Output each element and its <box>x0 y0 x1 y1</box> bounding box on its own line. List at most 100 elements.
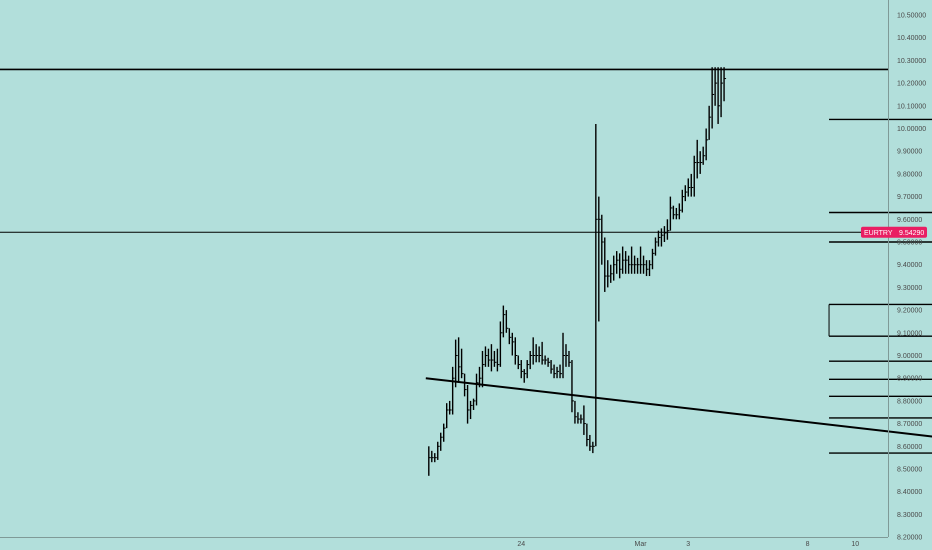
price-bar <box>648 260 652 277</box>
price-bar <box>574 400 577 424</box>
price-bar <box>675 207 679 220</box>
y-axis-tick-label: 9.60000 <box>897 217 922 224</box>
drawing-lines[interactable] <box>0 68 932 452</box>
price-bar <box>514 337 518 365</box>
y-axis-tick-label: 10.10000 <box>897 103 926 110</box>
price-bar <box>440 432 443 451</box>
price-bar <box>615 251 619 274</box>
y-axis-tick-label: 10.00000 <box>897 126 926 133</box>
price-bar <box>684 185 688 202</box>
price-bar <box>505 310 509 333</box>
price-bar <box>720 67 724 118</box>
x-axis[interactable]: 24Mar38101517222429Apr571214 <box>517 541 932 548</box>
y-axis-tick-label: 9.40000 <box>897 262 922 269</box>
price-badge-background <box>861 226 927 238</box>
price-bar <box>604 237 607 292</box>
y-axis-tick-label: 8.50000 <box>897 467 922 474</box>
price-bar <box>499 321 503 367</box>
price-bar <box>556 366 560 379</box>
price-bar <box>577 412 580 424</box>
price-bar <box>469 400 473 420</box>
price-bar <box>610 264 613 283</box>
price-bar <box>451 366 455 415</box>
price-bar <box>544 355 548 365</box>
fibonacci-levels[interactable]: 224.00%161.80%141.40%100.00%78.60%61.80%… <box>828 111 932 454</box>
price-bar <box>654 237 658 256</box>
price-bar <box>457 337 461 383</box>
y-axis-tick-label: 9.00000 <box>897 353 922 360</box>
price-bar <box>663 226 667 242</box>
y-axis-tick-label: 9.30000 <box>897 285 922 292</box>
price-bar <box>696 139 700 179</box>
price-bar <box>699 151 703 174</box>
price-bar <box>463 373 467 397</box>
price-bar <box>657 230 661 247</box>
y-axis-tick-label: 10.20000 <box>897 81 926 88</box>
y-axis-tick-label: 10.50000 <box>897 13 926 20</box>
price-badge-value: 9.54290 <box>899 230 924 237</box>
price-bar <box>520 360 524 379</box>
y-axis[interactable]: 10.50000 10.40000 10.30000 10.20000 10.10000… <box>897 13 926 542</box>
price-bar <box>532 337 536 365</box>
y-axis-tick-label: 10.40000 <box>897 35 926 42</box>
price-bar <box>460 348 464 379</box>
price-bar <box>681 189 685 213</box>
price-bar <box>589 434 592 451</box>
price-bar <box>508 328 512 345</box>
price-bar <box>711 67 715 129</box>
price-bar <box>669 196 673 231</box>
price-bar <box>443 423 446 442</box>
price-bar <box>586 423 589 447</box>
price-bar <box>502 305 506 338</box>
price-bar <box>428 446 431 476</box>
price-bar <box>678 203 682 220</box>
price-bar <box>636 257 640 274</box>
trend-line[interactable] <box>425 377 932 452</box>
price-bar <box>627 255 631 274</box>
price-bar <box>642 255 646 274</box>
price-bar <box>693 155 697 197</box>
price-bar <box>639 246 643 274</box>
price-bar <box>565 344 568 367</box>
price-bar <box>633 255 637 274</box>
price-bar <box>481 350 485 388</box>
price-bar <box>571 360 574 413</box>
price-bar <box>496 348 500 372</box>
price-bar <box>529 350 533 370</box>
price-bar <box>490 344 494 372</box>
x-axis-tick-label: Mar <box>635 541 648 548</box>
price-bar <box>472 398 476 410</box>
price-bar <box>598 196 601 322</box>
price-bar <box>487 348 491 367</box>
price-bar <box>547 357 551 367</box>
price-bar <box>437 441 440 460</box>
y-axis-tick-label: 8.20000 <box>897 535 922 542</box>
price-bar <box>666 219 670 240</box>
y-axis-tick-label: 9.70000 <box>897 194 922 201</box>
price-bar <box>702 146 706 165</box>
price-bar <box>454 339 458 388</box>
y-axis-tick-label: 8.30000 <box>897 512 922 519</box>
price-bar <box>607 260 610 288</box>
price-bar <box>538 346 542 363</box>
price-bar <box>690 173 694 197</box>
price-bar <box>595 123 598 447</box>
y-axis-tick-label: 8.60000 <box>897 444 922 451</box>
y-axis-tick-label: 9.50000 <box>897 240 922 247</box>
price-bar <box>535 344 539 363</box>
price-bar <box>445 403 449 429</box>
price-bar <box>541 341 545 365</box>
y-axis-tick-label: 8.40000 <box>897 489 922 496</box>
y-axis-tick-label: 9.90000 <box>897 149 922 156</box>
price-bar <box>714 67 718 106</box>
price-bar <box>601 214 604 265</box>
price-badge: EURTRY 9.54290 <box>861 226 927 238</box>
price-bar <box>580 414 583 424</box>
x-axis-tick-label: 24 <box>517 541 525 548</box>
y-axis-tick-label: 8.70000 <box>897 421 922 428</box>
price-bar <box>672 205 676 220</box>
price-bar <box>526 360 530 379</box>
price-bar <box>613 255 616 281</box>
price-bar <box>511 332 515 356</box>
